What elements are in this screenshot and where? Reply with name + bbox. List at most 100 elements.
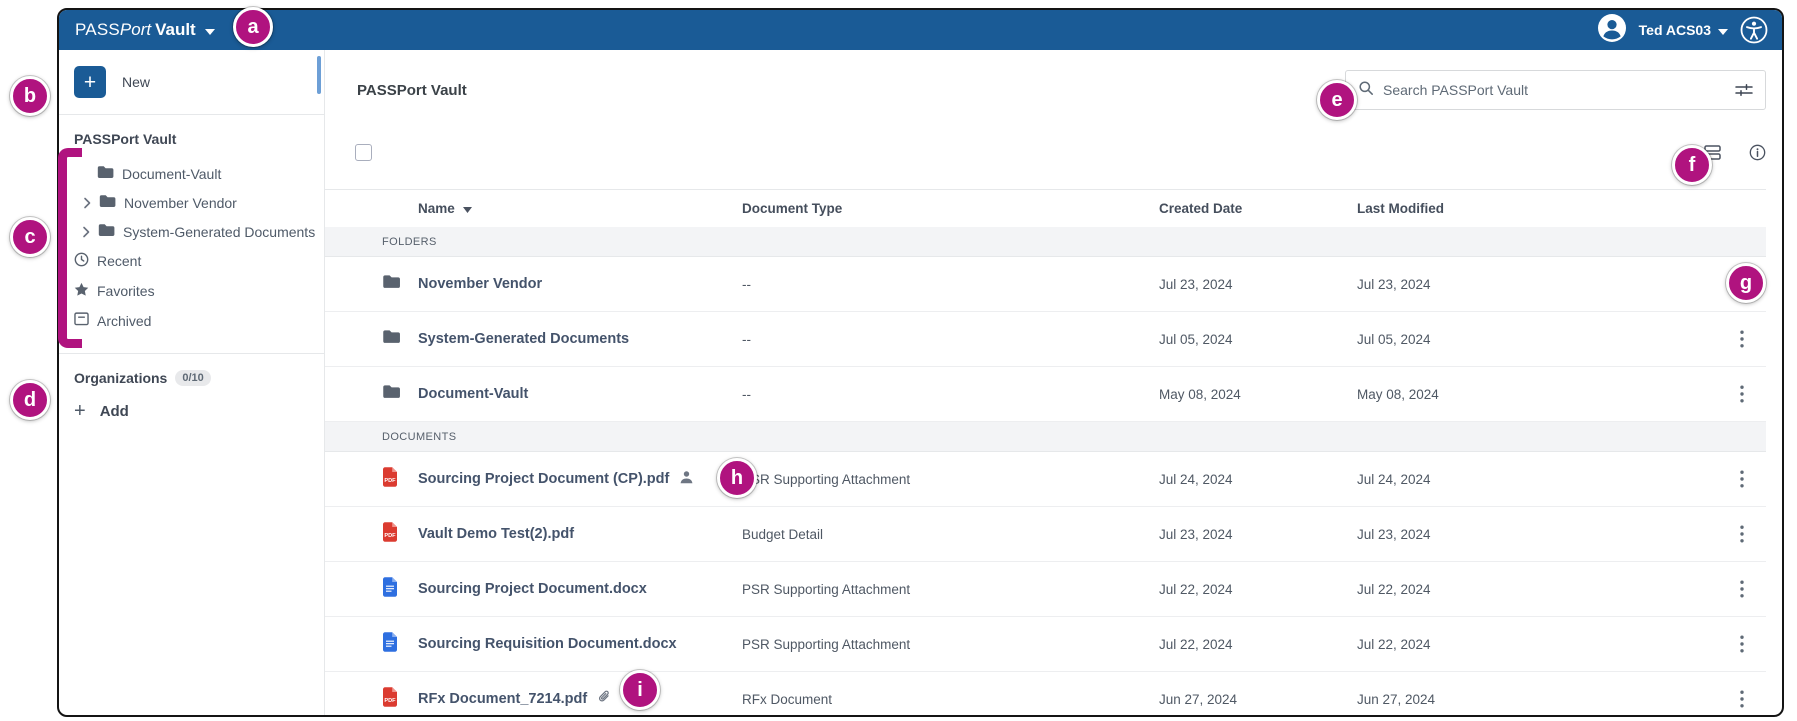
cell-document-type: PSR Supporting Attachment	[742, 471, 911, 487]
top-navigation-bar: PASSPort Vault Ted ACS03	[59, 10, 1782, 50]
annotation-callout-i: i	[620, 670, 660, 710]
table-row[interactable]: Document-Vault -- May 08, 2024 May 08, 2…	[325, 367, 1766, 422]
table-row[interactable]: November Vendor -- Jul 23, 2024 Jul 23, …	[325, 257, 1766, 312]
vault-tree: PASSPort Vault Document-Vault November V…	[59, 115, 324, 353]
table-header-row: Name Document Type Created Date Last Mod…	[325, 189, 1766, 227]
row-menu-kebab-icon[interactable]	[1718, 519, 1766, 549]
cell-last-modified: May 08, 2024	[1357, 386, 1439, 402]
sidebar: + New PASSPort Vault Document-Vault Nove…	[59, 50, 325, 715]
column-header-created-date[interactable]: Created Date	[1159, 201, 1243, 216]
search-input[interactable]	[1383, 82, 1726, 98]
row-menu-kebab-icon[interactable]	[1718, 379, 1766, 409]
column-header-name[interactable]: Name	[418, 201, 742, 216]
cell-last-modified: Jul 24, 2024	[1357, 471, 1431, 487]
table-row[interactable]: PDF Vault Demo Test(2).pdf Budget Detail…	[325, 507, 1766, 562]
organizations-count-badge: 0/10	[175, 370, 211, 386]
select-all-checkbox[interactable]	[355, 144, 372, 161]
folder-name-link[interactable]: November Vendor	[418, 276, 543, 292]
avatar[interactable]	[1597, 13, 1627, 48]
document-name-link[interactable]: Vault Demo Test(2).pdf	[418, 526, 575, 542]
cell-created-date: Jul 05, 2024	[1159, 331, 1233, 347]
sidebar-item-label: System-Generated Documents	[123, 223, 316, 240]
folder-name-link[interactable]: Document-Vault	[418, 386, 529, 402]
document-name-link[interactable]: Sourcing Requisition Document.docx	[418, 636, 677, 652]
word-file-icon	[382, 576, 398, 602]
table-row[interactable]: PDF Sourcing Project Document (CP).pdf P…	[325, 452, 1766, 507]
table-row[interactable]: Sourcing Project Document.docx PSR Suppo…	[325, 562, 1766, 617]
folder-icon	[98, 223, 115, 240]
row-menu-kebab-icon[interactable]	[1718, 629, 1766, 659]
cell-document-type: Budget Detail	[742, 526, 824, 542]
pdf-file-icon: PDF	[382, 521, 398, 547]
folder-icon	[382, 329, 401, 349]
row-menu-kebab-icon[interactable]	[1718, 684, 1766, 714]
cell-created-date: Jun 27, 2024	[1159, 691, 1238, 707]
accessibility-icon[interactable]	[1740, 16, 1768, 44]
pdf-file-icon: PDF	[382, 466, 398, 492]
chevron-right-icon[interactable]	[82, 226, 90, 238]
app-switcher-dropdown[interactable]: PASSPort Vault	[75, 20, 215, 40]
plus-icon: +	[74, 400, 86, 422]
table-row[interactable]: System-Generated Documents -- Jul 05, 20…	[325, 312, 1766, 367]
cell-created-date: Jul 22, 2024	[1159, 581, 1233, 597]
brand-port: Port	[119, 20, 152, 39]
sidebar-item-system-generated-documents[interactable]: System-Generated Documents	[74, 217, 316, 246]
cell-created-date: Jul 23, 2024	[1159, 276, 1233, 292]
tree-root-label[interactable]: PASSPort Vault	[74, 131, 177, 147]
column-header-document-type[interactable]: Document Type	[742, 201, 843, 216]
app-window: PASSPort Vault Ted ACS03 + New	[57, 8, 1784, 717]
filter-sliders-icon[interactable]	[1735, 83, 1753, 97]
sidebar-item-label: Archived	[97, 312, 152, 329]
user-name: Ted ACS03	[1638, 22, 1711, 38]
topbar-right: Ted ACS03	[1597, 13, 1768, 48]
section-header-documents: DOCUMENTS	[325, 422, 1766, 452]
brand-pass: PASS	[75, 20, 120, 39]
sidebar-scrollbar[interactable]	[317, 56, 321, 94]
plus-icon: +	[74, 66, 106, 98]
folder-icon	[382, 384, 401, 404]
pdf-file-icon: PDF	[382, 686, 398, 712]
user-menu[interactable]: Ted ACS03	[1639, 22, 1728, 38]
folder-icon	[382, 274, 401, 294]
sidebar-item-favorites[interactable]: Favorites	[74, 276, 314, 306]
column-header-last-modified[interactable]: Last Modified	[1357, 201, 1444, 216]
table-row[interactable]: Sourcing Requisition Document.docx PSR S…	[325, 617, 1766, 672]
cell-created-date: Jul 22, 2024	[1159, 636, 1233, 652]
document-name-link[interactable]: Sourcing Project Document (CP).pdf	[418, 471, 670, 487]
sort-caret-icon[interactable]	[462, 201, 472, 216]
cell-last-modified: Jul 23, 2024	[1357, 526, 1431, 542]
info-icon[interactable]	[1749, 144, 1766, 161]
add-button-label: Add	[99, 403, 129, 420]
sidebar-item-document-vault[interactable]: Document-Vault	[74, 159, 314, 188]
sidebar-item-recent[interactable]: Recent	[74, 246, 314, 276]
new-button[interactable]: + New	[59, 64, 324, 114]
svg-text:PDF: PDF	[384, 532, 396, 538]
chevron-right-icon[interactable]	[82, 197, 91, 209]
cell-last-modified: Jul 05, 2024	[1357, 331, 1431, 347]
row-menu-kebab-icon[interactable]	[1718, 464, 1766, 494]
table-row[interactable]: PDF RFx Document_7214.pdf RFx Document J…	[325, 672, 1766, 715]
shared-user-icon	[679, 470, 694, 489]
row-menu-kebab-icon[interactable]	[1718, 324, 1766, 354]
annotation-callout-c: c	[10, 217, 50, 257]
chevron-down-icon	[204, 20, 215, 40]
folder-name-link[interactable]: System-Generated Documents	[418, 331, 630, 347]
attachment-paperclip-icon	[597, 689, 612, 709]
annotation-bracket-c	[58, 148, 82, 348]
cell-document-type: PSR Supporting Attachment	[742, 581, 911, 597]
cell-created-date: Jul 23, 2024	[1159, 526, 1233, 542]
cell-last-modified: Jul 22, 2024	[1357, 636, 1431, 652]
brand-vault: Vault	[155, 20, 196, 39]
main-content: PASSPort Vault	[325, 50, 1782, 715]
add-organization-button[interactable]: + Add	[74, 400, 309, 423]
annotation-callout-f: f	[1672, 145, 1712, 185]
annotation-callout-a: a	[233, 7, 273, 47]
cell-document-type: --	[742, 331, 751, 347]
document-name-link[interactable]: Sourcing Project Document.docx	[418, 581, 647, 597]
document-name-link[interactable]: RFx Document_7214.pdf	[418, 691, 588, 707]
sidebar-item-archived[interactable]: Archived	[74, 306, 314, 335]
annotation-callout-d: d	[10, 380, 50, 420]
sidebar-item-november-vendor[interactable]: November Vendor	[74, 188, 314, 217]
row-menu-kebab-icon[interactable]	[1718, 574, 1766, 604]
